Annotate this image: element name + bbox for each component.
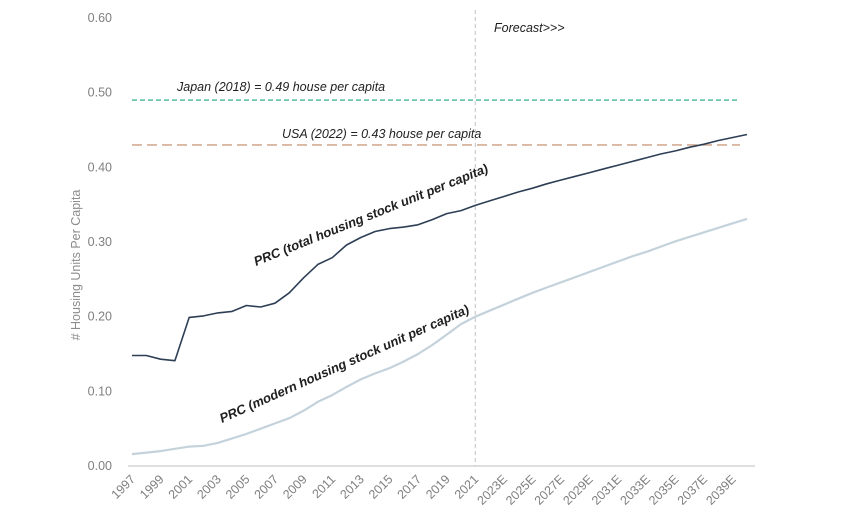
- x-tick-label: 2025E: [503, 472, 538, 507]
- x-tick-label: 2037E: [675, 472, 710, 507]
- series-label-total: PRC (total housing stock unit per capita…: [252, 161, 491, 269]
- x-tick-label: 2017: [395, 472, 425, 502]
- x-tick-label: 2031E: [589, 472, 624, 507]
- y-tick-label: 0.30: [88, 235, 112, 249]
- x-tick-label: 2009: [280, 472, 310, 502]
- x-tick-label: 2011: [309, 472, 338, 501]
- y-tick-label: 0.40: [88, 160, 112, 174]
- x-tick-label: 2015: [366, 472, 396, 502]
- y-tick-label: 0.00: [88, 459, 112, 473]
- x-tick-label: 2019: [423, 472, 453, 502]
- x-tick-label: 2005: [223, 472, 253, 502]
- forecast-label: Forecast>>>: [494, 21, 565, 35]
- x-tick-label: 2033E: [618, 472, 653, 507]
- series-line-modern: [131, 217, 748, 456]
- x-tick-label: 2039E: [703, 472, 738, 507]
- usa-reference-label: USA (2022) = 0.43 house per capita: [282, 127, 481, 141]
- x-tick-label: 2023E: [475, 472, 510, 507]
- x-tick-label: 2007: [252, 472, 282, 502]
- x-tick-label: 2027E: [532, 472, 567, 507]
- japan-reference-label: Japan (2018) = 0.49 house per capita: [176, 80, 385, 94]
- x-tick-label: 1997: [109, 472, 139, 502]
- x-tick-label: 2029E: [560, 472, 595, 507]
- x-tick-label: 2013: [337, 472, 367, 502]
- y-tick-label: 0.20: [88, 310, 112, 324]
- series-line-total: [132, 133, 748, 362]
- y-tick-label: 0.10: [88, 384, 112, 398]
- series-label-modern: PRC (modern housing stock unit per capit…: [217, 302, 471, 426]
- x-tick-label: 1999: [137, 472, 167, 502]
- y-tick-label: 0.50: [88, 86, 112, 100]
- x-tick-label: 2001: [166, 472, 196, 502]
- x-tick-label: 2035E: [646, 472, 681, 507]
- x-tick-label: 2003: [194, 472, 224, 502]
- y-axis-label: # Housing Units Per Capita: [69, 190, 83, 341]
- y-tick-label: 0.60: [88, 11, 112, 25]
